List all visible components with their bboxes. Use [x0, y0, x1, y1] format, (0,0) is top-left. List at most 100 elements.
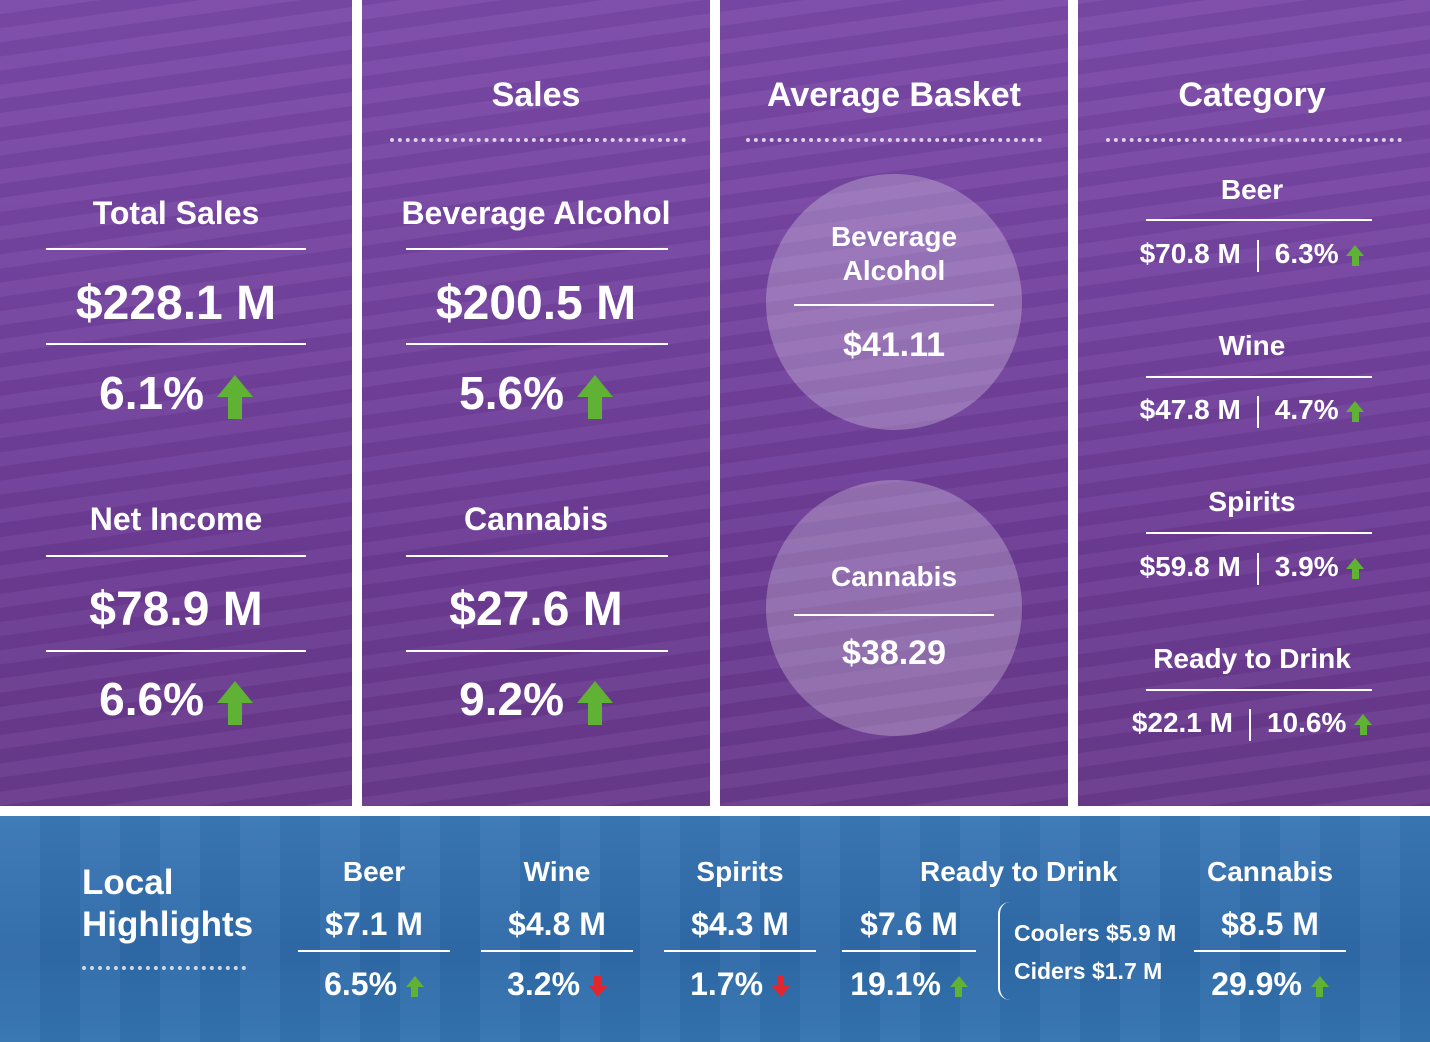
net-income-pct: 6.6% — [99, 673, 205, 725]
category-wine-pct: 4.7% — [1274, 394, 1339, 425]
divider — [1146, 689, 1372, 691]
divider — [842, 950, 976, 952]
local-spirits-name: Spirits — [696, 856, 784, 887]
divider — [46, 248, 306, 250]
rtd-ciders: Ciders $1.7 M — [1014, 958, 1163, 984]
cannabis-basket-circle: Cannabis $38.29 — [766, 480, 1022, 736]
separator — [1256, 552, 1259, 585]
category-spirits-row: $59.8 M 3.9% — [1076, 551, 1428, 585]
category-spirits-pct: 3.9% — [1274, 551, 1339, 582]
divider — [664, 950, 816, 952]
divider — [1146, 219, 1372, 221]
local-cannabis-value: $8.5 M — [1221, 906, 1319, 942]
total-sales-change: 6.1% — [20, 366, 332, 420]
category-beer-pct: 6.3% — [1274, 238, 1339, 269]
local-rtd-value: $7.6 M — [860, 906, 958, 942]
arrow-down-icon — [588, 976, 607, 998]
local-spirits-value: $4.3 M — [691, 906, 789, 942]
category-rtd-row: $22.1 M 10.6% — [1076, 707, 1428, 741]
cannabis-sales-change: 9.2% — [372, 672, 700, 726]
divider — [406, 555, 668, 557]
local-wine-name: Wine — [523, 856, 591, 887]
local-title-line1: Local — [82, 863, 174, 902]
bev-alcohol-label: Beverage Alcohol — [401, 195, 671, 231]
bev-alcohol-value: $200.5 M — [435, 277, 637, 330]
category-rtd-name: Ready to Drink — [1153, 643, 1351, 674]
local-wine-value: $4.8 M — [508, 906, 606, 942]
basket-title: Average Basket — [767, 76, 1021, 114]
category-title: Category — [1178, 76, 1326, 114]
local-beer-name: Beer — [342, 856, 406, 887]
divider — [46, 343, 306, 345]
category-wine-name: Wine — [1218, 330, 1286, 361]
net-income-label: Net Income — [89, 501, 263, 537]
total-sales-value: $228.1 M — [75, 277, 277, 330]
arrow-up-icon — [216, 680, 253, 725]
local-cannabis-pct: 29.9% — [1211, 966, 1302, 1002]
local-rtd-change: 19.1% — [842, 966, 976, 1003]
sales-title: Sales — [491, 76, 581, 114]
arrow-down-icon — [771, 976, 790, 998]
divider — [46, 555, 306, 557]
bev-basket-circle: Beverage Alcohol $41.11 — [766, 174, 1022, 430]
dotted-divider — [82, 966, 246, 970]
local-beer-value: $7.1 M — [325, 906, 423, 942]
category-beer-value: $70.8 M — [1139, 238, 1241, 269]
category-spirits-name: Spirits — [1208, 486, 1296, 517]
divider — [794, 304, 994, 306]
column-divider-1 — [352, 0, 362, 806]
category-rtd-value: $22.1 M — [1131, 707, 1233, 738]
basket-column: Average Basket Beverage Alcohol $41.11 C… — [720, 0, 1068, 806]
cannabis-sales-value: $27.6 M — [449, 583, 623, 636]
column-divider-2 — [710, 0, 720, 806]
category-wine-value: $47.8 M — [1139, 394, 1241, 425]
arrow-up-icon — [576, 374, 613, 419]
dotted-divider — [1106, 138, 1402, 142]
cannabis-sales-label: Cannabis — [463, 501, 609, 537]
arrow-up-icon — [576, 680, 613, 725]
bev-basket-value: $41.11 — [842, 326, 946, 364]
totals-column: Total Sales $228.1 M 6.1% Net Income $78… — [0, 0, 352, 806]
category-wine-row: $47.8 M 4.7% — [1076, 394, 1428, 428]
arrow-up-icon — [1346, 401, 1365, 423]
bev-basket-label-line2: Alcohol — [842, 255, 946, 286]
local-cannabis-name: Cannabis — [1206, 856, 1334, 887]
arrow-up-icon — [1310, 976, 1329, 998]
local-cannabis-change: 29.9% — [1194, 966, 1346, 1003]
total-sales-label: Total Sales — [92, 195, 260, 231]
arrow-up-icon — [1346, 558, 1365, 580]
divider — [406, 343, 668, 345]
net-income-value: $78.9 M — [89, 583, 263, 636]
arrow-up-icon — [405, 976, 424, 998]
arrow-up-icon — [1346, 245, 1365, 267]
cannabis-basket-value: $38.29 — [842, 634, 946, 672]
divider — [406, 650, 668, 652]
total-sales-pct: 6.1% — [99, 367, 205, 419]
bev-alcohol-change: 5.6% — [372, 366, 700, 420]
horizontal-divider — [0, 806, 1430, 816]
rtd-coolers: Coolers $5.9 M — [1014, 920, 1177, 946]
separator — [1256, 239, 1259, 272]
local-spirits-change: 1.7% — [664, 966, 816, 1003]
local-wine-pct: 3.2% — [507, 966, 581, 1002]
net-income-change: 6.6% — [20, 672, 332, 726]
divider — [1194, 950, 1346, 952]
category-rtd-pct: 10.6% — [1266, 707, 1347, 738]
local-beer-pct: 6.5% — [324, 966, 398, 1002]
local-beer-change: 6.5% — [298, 966, 450, 1003]
cannabis-basket-label: Cannabis — [830, 561, 958, 592]
dotted-divider — [390, 138, 686, 142]
category-beer-name: Beer — [1220, 174, 1284, 205]
arrow-up-icon — [216, 374, 253, 419]
cannabis-sales-pct: 9.2% — [459, 673, 565, 725]
bev-alcohol-pct: 5.6% — [459, 367, 565, 419]
bev-basket-label: Beverage Alcohol — [766, 220, 1022, 288]
local-rtd-name: Ready to Drink — [920, 856, 1118, 887]
divider — [1146, 376, 1372, 378]
local-wine-change: 3.2% — [481, 966, 633, 1003]
divider — [406, 248, 668, 250]
dotted-divider — [746, 138, 1042, 142]
local-highlights-title: Local Highlights — [82, 862, 253, 946]
divider — [794, 614, 994, 616]
category-column: Category Beer $70.8 M 6.3% Wine $47.8 M 4.… — [1078, 0, 1430, 806]
